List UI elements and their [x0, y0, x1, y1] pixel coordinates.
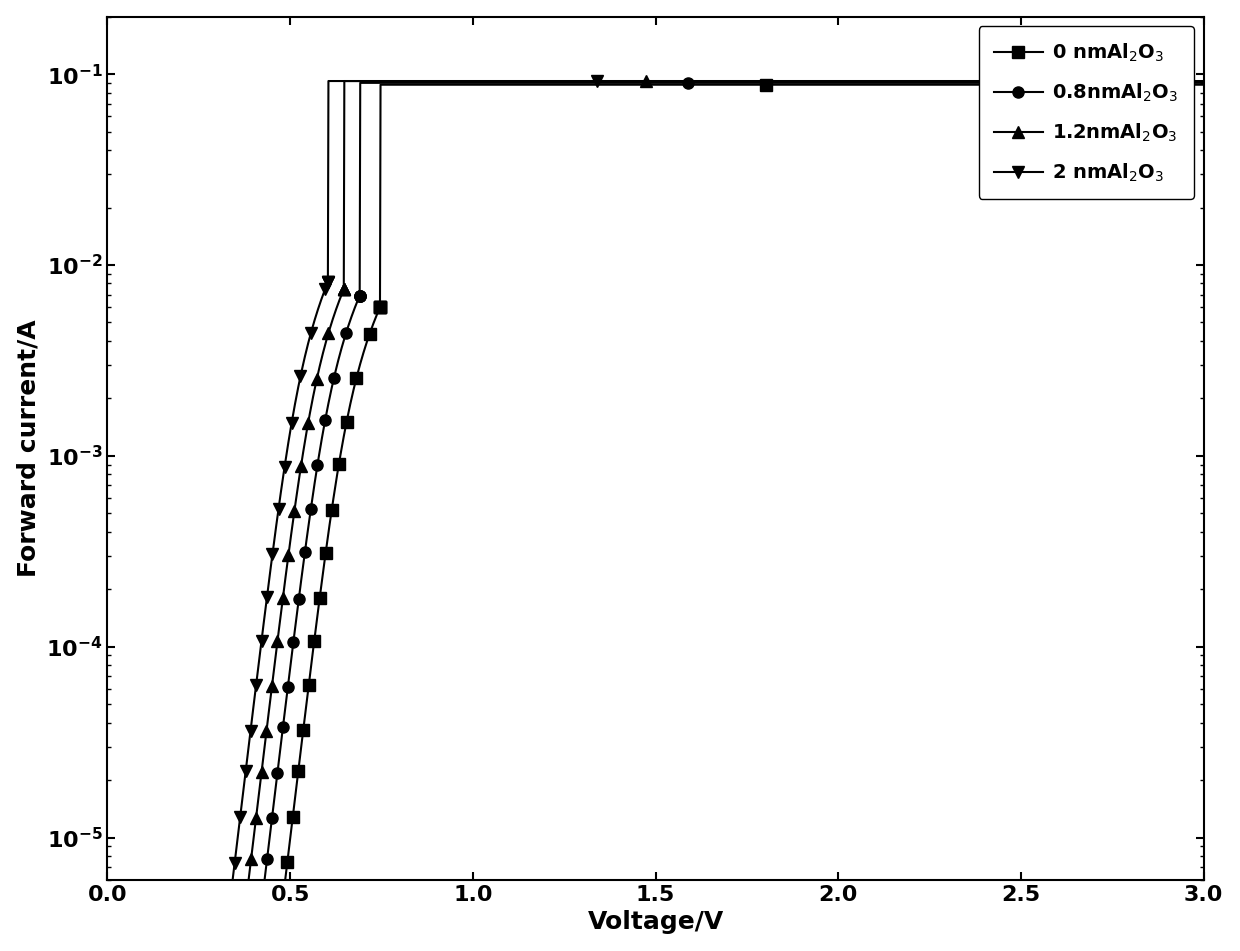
X-axis label: Voltage/V: Voltage/V [588, 910, 724, 934]
Legend: 0 nmAl$_2$O$_3$, 0.8nmAl$_2$O$_3$, 1.2nmAl$_2$O$_3$, 2 nmAl$_2$O$_3$: 0 nmAl$_2$O$_3$, 0.8nmAl$_2$O$_3$, 1.2nm… [978, 27, 1194, 199]
Y-axis label: Forward current/A: Forward current/A [16, 320, 41, 577]
